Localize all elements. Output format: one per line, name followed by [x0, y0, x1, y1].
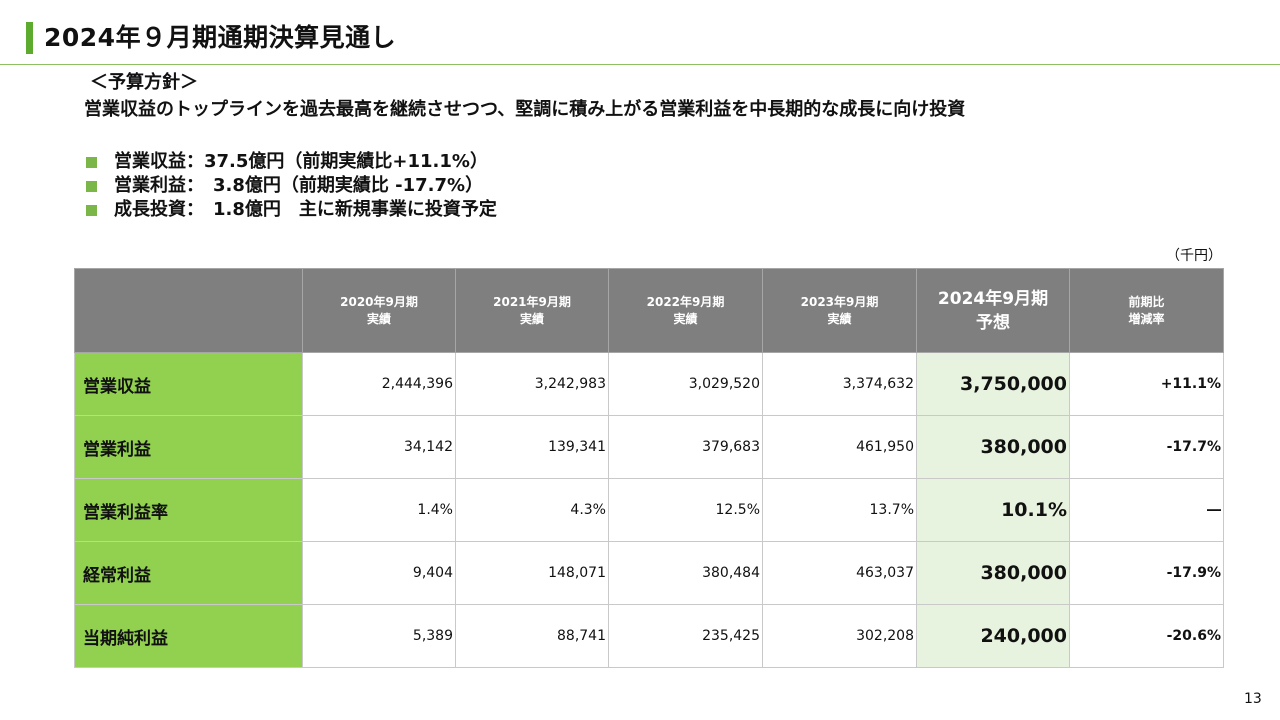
green-square-bullet-icon: [86, 204, 97, 216]
page-title: 2024年９月期通期決算見通し: [44, 23, 397, 52]
table-cell: 12.5%: [608, 478, 763, 542]
bullet-item: 営業収益：37.5億円（前期実績比+11.1%）: [86, 150, 497, 174]
header-fy2022: 2022年9月期 実績: [608, 268, 763, 353]
table-cell: 139,341: [455, 415, 609, 479]
change-cell: -20.6%: [1069, 604, 1224, 668]
table-cell: 4.3%: [455, 478, 609, 542]
row-label: 営業利益: [74, 415, 303, 479]
row-label: 経常利益: [74, 541, 303, 605]
change-cell: -17.9%: [1069, 541, 1224, 605]
table-row: 営業利益 34,142 139,341 379,683 461,950 380,…: [74, 415, 1224, 479]
table-cell: 1.4%: [302, 478, 456, 542]
table-row: 経常利益 9,404 148,071 380,484 463,037 380,0…: [74, 541, 1224, 605]
table-cell: 379,683: [608, 415, 763, 479]
green-square-bullet-icon: [86, 180, 97, 192]
bullet-item: 営業利益： 3.8億円（前期実績比 -17.7%）: [86, 174, 497, 198]
table-cell: 9,404: [302, 541, 456, 605]
bullet-item: 成長投資： 1.8億円 主に新規事業に投資予定: [86, 198, 497, 222]
change-cell: +11.1%: [1069, 352, 1224, 416]
bullet-text: 成長投資： 1.8億円 主に新規事業に投資予定: [114, 199, 497, 220]
table-cell: 148,071: [455, 541, 609, 605]
table-row: 当期純利益 5,389 88,741 235,425 302,208 240,0…: [74, 604, 1224, 668]
forecast-cell: 240,000: [916, 604, 1070, 668]
table-cell: 3,242,983: [455, 352, 609, 416]
policy-heading: ＜予算方針＞: [90, 72, 198, 93]
row-label: 当期純利益: [74, 604, 303, 668]
bullet-text: 営業収益：37.5億円（前期実績比+11.1%）: [114, 151, 488, 172]
forecast-cell: 3,750,000: [916, 352, 1070, 416]
title-accent-bar: [26, 22, 33, 54]
header-fy2020: 2020年9月期 実績: [302, 268, 456, 353]
bullet-text: 営業利益： 3.8億円（前期実績比 -17.7%）: [114, 175, 484, 196]
table-row: 営業収益 2,444,396 3,242,983 3,029,520 3,374…: [74, 352, 1224, 416]
table-cell: 13.7%: [762, 478, 917, 542]
change-cell: ―: [1069, 478, 1224, 542]
forecast-cell: 380,000: [916, 541, 1070, 605]
change-cell: -17.7%: [1069, 415, 1224, 479]
header-corner: [74, 268, 303, 353]
unit-label: （千円）: [1166, 248, 1222, 264]
table-cell: 235,425: [608, 604, 763, 668]
table-cell: 463,037: [762, 541, 917, 605]
header-yoy-change: 前期比 増減率: [1069, 268, 1224, 353]
table-cell: 88,741: [455, 604, 609, 668]
table-cell: 461,950: [762, 415, 917, 479]
forecast-cell: 10.1%: [916, 478, 1070, 542]
page-number: 13: [1244, 691, 1262, 707]
table-cell: 3,029,520: [608, 352, 763, 416]
table-cell: 34,142: [302, 415, 456, 479]
header-fy2021: 2021年9月期 実績: [455, 268, 609, 353]
row-label: 営業収益: [74, 352, 303, 416]
table-cell: 2,444,396: [302, 352, 456, 416]
policy-text: 営業収益のトップラインを過去最高を継続させつつ、堅調に積み上がる営業利益を中長期…: [84, 99, 966, 120]
financial-table: 2020年9月期 実績 2021年9月期 実績 2022年9月期 実績 2023年9月…: [74, 268, 1224, 668]
table-cell: 3,374,632: [762, 352, 917, 416]
table-row: 営業利益率 1.4% 4.3% 12.5% 13.7% 10.1% ―: [74, 478, 1224, 542]
header-fy2024-forecast: 2024年9月期 予想: [916, 268, 1070, 353]
table-cell: 302,208: [762, 604, 917, 668]
forecast-cell: 380,000: [916, 415, 1070, 479]
green-square-bullet-icon: [86, 156, 97, 168]
table-cell: 5,389: [302, 604, 456, 668]
title-divider: [0, 64, 1280, 65]
summary-bullets: 営業収益：37.5億円（前期実績比+11.1%） 営業利益： 3.8億円（前期実…: [86, 150, 497, 222]
table-header-row: 2020年9月期 実績 2021年9月期 実績 2022年9月期 実績 2023年9月…: [74, 268, 1224, 353]
row-label: 営業利益率: [74, 478, 303, 542]
table-cell: 380,484: [608, 541, 763, 605]
header-fy2023: 2023年9月期 実績: [762, 268, 917, 353]
